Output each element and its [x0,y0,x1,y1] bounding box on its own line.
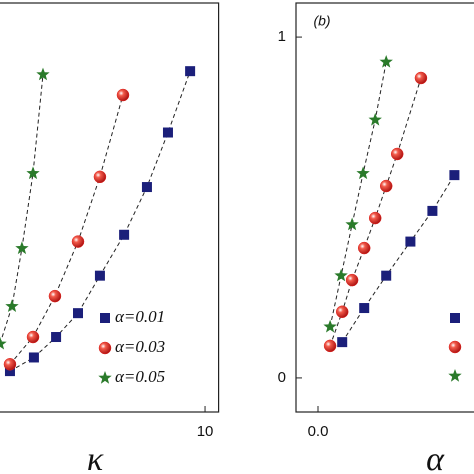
star-marker [26,166,40,180]
plot-frame [295,2,474,413]
square-marker [185,66,196,77]
circle-marker [335,305,349,319]
circle-marker [48,289,62,303]
x-tick-label: 10 [197,423,214,440]
star-marker [323,319,337,333]
circle-marker [323,339,337,353]
legend-marker [98,371,112,384]
x-axis-label: κ [87,441,104,474]
y-tick-label: 1 [278,28,286,45]
square-marker [381,270,392,281]
circle-marker [3,358,17,371]
star-marker [5,299,19,312]
fit-line [341,174,455,343]
fit-line [9,71,191,372]
plot-frame [0,2,220,413]
square-marker [337,337,348,348]
panel-label: (b) [313,13,330,29]
square-marker [51,332,62,343]
circle-marker [390,147,404,161]
square-marker [119,229,130,240]
circle-marker [379,179,393,193]
circle-marker [93,170,107,184]
fit-line [9,94,124,365]
legend-marker [98,341,112,355]
x-axis-label: α [426,441,445,474]
circle-marker [368,211,382,225]
star-marker [36,67,50,81]
y-tick-label: 0 [278,369,286,386]
square-marker [427,205,438,216]
legend-label: α=0.05 [115,367,165,386]
circle-marker [71,235,85,248]
square-marker [141,182,152,193]
circle-marker [414,71,428,85]
fit-line [329,61,387,327]
star-marker [356,166,370,180]
square-marker [73,308,84,319]
star-marker [15,241,29,255]
star-marker [334,268,348,282]
square-marker [28,352,39,363]
star-marker [0,336,7,350]
circle-marker [345,273,359,287]
square-marker [359,303,370,314]
x-tick-label: 0.0 [308,423,329,440]
square-marker [4,366,15,377]
square-marker [162,127,173,138]
circle-marker [116,88,130,102]
legend-marker [448,340,462,354]
square-marker [94,270,105,281]
legend-label: α=0.03 [115,337,165,356]
star-marker [345,217,359,231]
square-marker [449,170,460,181]
legend-marker [100,313,110,323]
circle-marker [26,330,40,344]
circle-marker [357,241,371,255]
legend-marker [450,313,460,323]
legend-marker [448,369,462,382]
square-marker [405,236,416,247]
fit-line [0,74,44,344]
legend-label: α=0.01 [115,307,165,326]
star-marker [379,55,393,68]
star-marker [368,112,382,126]
